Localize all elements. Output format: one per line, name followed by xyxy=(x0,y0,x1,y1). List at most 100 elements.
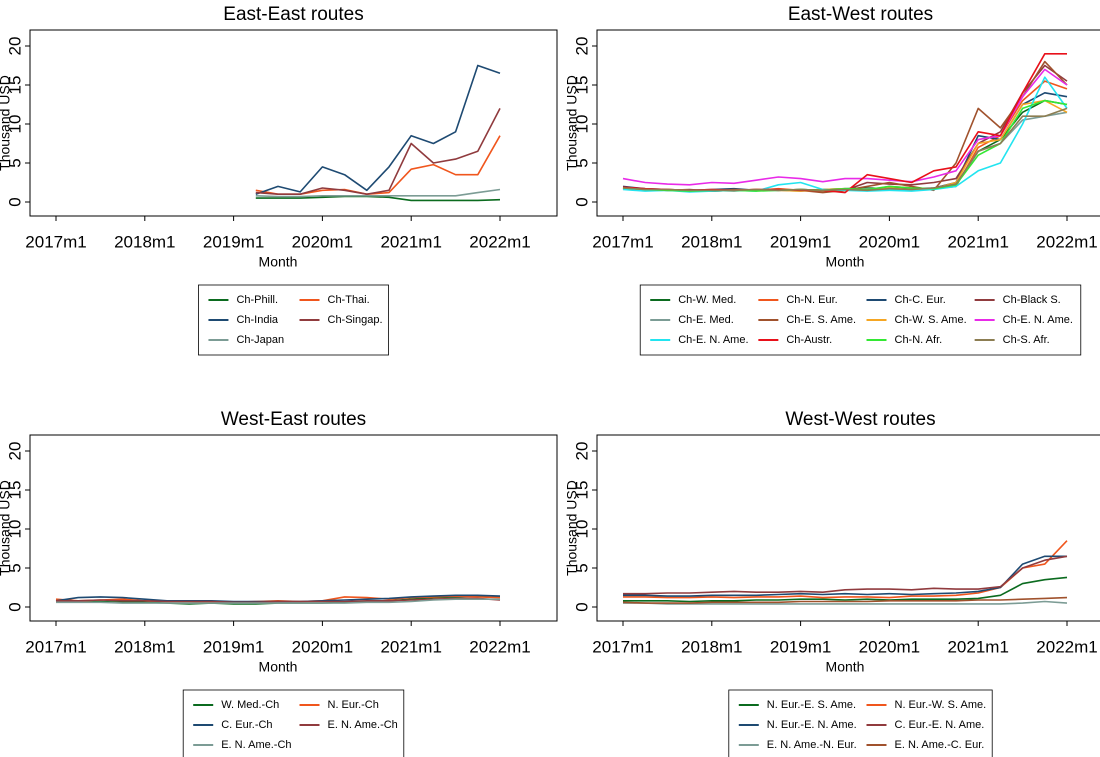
panel-title: East-West routes xyxy=(788,4,933,25)
series-line xyxy=(622,92,1068,192)
x-tick-label: 2018m1 xyxy=(681,637,742,656)
legend-box xyxy=(198,284,389,356)
legend-box xyxy=(182,689,405,757)
plot-frame xyxy=(596,29,1100,217)
y-axis-title: Thousand USD xyxy=(0,480,13,576)
legend-label: Ch-W. S. Ame. xyxy=(895,314,967,326)
x-tick-label: 2019m1 xyxy=(770,232,831,251)
legend-label: Ch-Singap. xyxy=(328,314,383,326)
series-line xyxy=(255,108,501,195)
series-line xyxy=(56,597,501,604)
x-axis-title: Month xyxy=(259,659,298,675)
legend-label: E. N. Ame.-Ch xyxy=(328,719,398,731)
legend-label: Ch-Black S. xyxy=(1003,294,1061,306)
series-line xyxy=(622,99,1068,192)
legend-label: N. Eur.-Ch xyxy=(328,699,379,711)
x-tick-label: 2019m1 xyxy=(203,637,264,656)
legend-label: Ch-E. S. Ame. xyxy=(786,314,856,326)
panel: West-West routes 0 5 10 15 20 2017m1 2018m1 2019… xyxy=(564,409,1100,757)
series-line xyxy=(622,107,1068,192)
x-tick-label: 2021m1 xyxy=(380,637,441,656)
x-tick-label: 2019m1 xyxy=(770,637,831,656)
x-tick-label: 2018m1 xyxy=(114,232,175,251)
x-tick-label: 2018m1 xyxy=(114,637,175,656)
series-line xyxy=(622,99,1068,192)
x-tick-label: 2017m1 xyxy=(592,637,653,656)
legend-label: Ch-E. N. Ame. xyxy=(1003,314,1073,326)
y-tick-label: 15 xyxy=(5,481,24,500)
legend-label: W. Med.-Ch xyxy=(221,699,279,711)
legend-label: N. Eur.-E. S. Ame. xyxy=(767,699,856,711)
series-line xyxy=(623,576,1068,603)
series-line xyxy=(623,555,1068,595)
series-line xyxy=(622,99,1068,192)
x-tick-label: 2022m1 xyxy=(469,232,530,251)
y-tick-label: 20 xyxy=(572,37,591,56)
panel-title: West-East routes xyxy=(221,409,366,430)
y-tick-label: 0 xyxy=(5,602,24,611)
x-tick-label: 2017m1 xyxy=(592,232,653,251)
panel: East-East routes 0 5 10 15 20 2017m1 2018m1 2019… xyxy=(0,4,558,356)
legend-label: Ch-Japan xyxy=(236,334,284,346)
x-tick-label: 2018m1 xyxy=(681,232,742,251)
x-tick-label: 2022m1 xyxy=(1036,637,1097,656)
series-line xyxy=(622,53,1067,194)
y-tick-label: 5 xyxy=(572,158,591,167)
y-axis-title: Thousand USD xyxy=(0,75,13,171)
y-tick-label: 0 xyxy=(5,197,24,206)
panel-title: East-East routes xyxy=(223,4,363,25)
legend-label: Ch-India xyxy=(236,314,278,326)
x-tick-label: 2020m1 xyxy=(292,232,353,251)
series-line xyxy=(623,555,1067,597)
x-tick-label: 2020m1 xyxy=(859,637,920,656)
series-line xyxy=(255,135,501,195)
y-tick-label: 15 xyxy=(5,76,24,95)
legend: Ch-Phill. Ch-Thai. Ch-India Ch-Singap. Ch-Ja… xyxy=(198,284,389,356)
series-line xyxy=(622,60,1068,194)
x-tick-label: 2021m1 xyxy=(380,232,441,251)
y-tick-label: 10 xyxy=(572,520,591,539)
legend-label: C. Eur.-Ch xyxy=(221,719,272,731)
legend: W. Med.-Ch N. Eur.-Ch C. Eur.-Ch E. N. Ame.… xyxy=(182,689,405,757)
y-tick-label: 10 xyxy=(5,520,24,539)
legend-label: Ch-W. Med. xyxy=(678,294,736,306)
x-axis-title: Month xyxy=(259,254,298,270)
legend: Ch-W. Med. Ch-N. Eur. Ch-C. Eur. Ch-Black S… xyxy=(639,284,1082,356)
legend-label: Ch-S. Afr. xyxy=(1003,334,1050,346)
x-tick-label: 2020m1 xyxy=(292,637,353,656)
plot-frame xyxy=(596,434,1100,622)
legend-label: Ch-Austr. xyxy=(786,334,832,346)
series-line xyxy=(622,596,1068,604)
series-line xyxy=(255,195,501,202)
y-tick-label: 10 xyxy=(572,115,591,134)
legend-label: E. N. Ame.-C. Eur. xyxy=(895,739,985,751)
y-axis-title: Thousand USD xyxy=(564,480,580,576)
y-tick-label: 20 xyxy=(5,442,24,461)
y-tick-label: 15 xyxy=(572,76,591,95)
x-tick-label: 2020m1 xyxy=(859,232,920,251)
y-tick-label: 5 xyxy=(5,563,24,572)
panel: West-East routes 0 5 10 15 20 2017m1 2018m1 2019… xyxy=(0,409,558,757)
y-tick-label: 10 xyxy=(5,115,24,134)
panel: East-West routes 0 5 10 15 20 2017m1 2018m1 2019… xyxy=(564,4,1100,356)
y-tick-label: 0 xyxy=(572,602,591,611)
x-tick-label: 2017m1 xyxy=(25,637,86,656)
plot-frame xyxy=(29,434,558,622)
legend-label: N. Eur.-E. N. Ame. xyxy=(767,719,857,731)
y-tick-label: 20 xyxy=(5,37,24,56)
legend-label: Ch-C. Eur. xyxy=(895,294,946,306)
panel-title: West-West routes xyxy=(785,409,935,430)
x-tick-label: 2019m1 xyxy=(203,232,264,251)
legend-label: Ch-N. Afr. xyxy=(895,334,943,346)
series-line xyxy=(255,64,501,195)
series-line xyxy=(623,600,1068,605)
y-tick-label: 5 xyxy=(572,563,591,572)
legend-label: Ch-E. N. Ame. xyxy=(678,334,748,346)
y-axis-title: Thousand USD xyxy=(564,75,580,171)
plot-frame xyxy=(29,29,558,217)
x-axis-title: Month xyxy=(826,254,865,270)
x-tick-label: 2022m1 xyxy=(469,637,530,656)
legend-label: Ch-Phill. xyxy=(236,294,278,306)
x-tick-label: 2021m1 xyxy=(947,637,1008,656)
